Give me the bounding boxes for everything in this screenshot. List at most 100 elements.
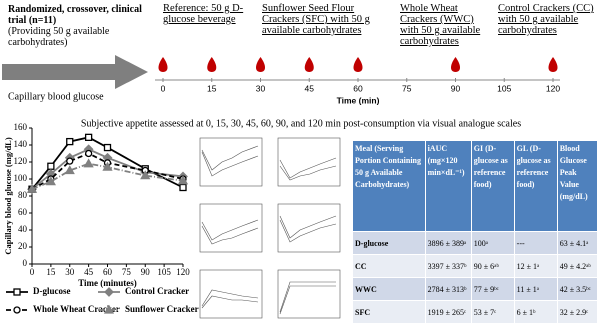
cell: 32 ± 2.9ᶜ — [556, 300, 599, 324]
marker — [103, 143, 112, 152]
marker — [13, 288, 21, 296]
x-tick-label: 105 — [157, 267, 171, 277]
header-cell: iAUC (mg×120 min×dL⁻¹) — [424, 140, 472, 232]
marker — [84, 149, 93, 158]
arrow-label: Capillary blood glucose — [8, 91, 104, 102]
x-tick-label: 45 — [84, 267, 94, 277]
tick-label: 75 — [402, 83, 412, 93]
marker — [103, 304, 115, 314]
marker — [102, 161, 113, 171]
marker — [45, 176, 56, 186]
y-tick-label: 20 — [18, 241, 28, 251]
y-tick-label: 160 — [14, 122, 28, 132]
legend-label: Sunflower Cracker — [125, 304, 199, 314]
blood-drop — [304, 57, 314, 72]
row: WWC 2784 ± 313ᵇ 77 ± 9ᵇᶜ 11 ± 1ᵃ 42 ± 3.5ᵇᶜ — [352, 277, 599, 301]
x-tick-label: 90 — [141, 267, 151, 277]
row: D-glucose 3896 ± 389ᵃ 100ᵃ --- 63 ± 4.1ᵃ — [352, 231, 599, 255]
blood-drop — [353, 57, 363, 72]
marker — [140, 170, 151, 180]
cell: 3896 ± 389ᵃ — [424, 231, 472, 255]
x-tick-label: 30 — [65, 267, 75, 277]
marker — [66, 157, 74, 165]
marker — [13, 306, 21, 314]
y-tick-label: 60 — [18, 207, 28, 217]
cell: 1919 ± 265ᶜ — [424, 300, 472, 324]
header-cell: Meal (Serving Portion Containing 50 g Av… — [352, 140, 426, 232]
timeline-label: Time (min) — [337, 95, 380, 105]
treatment: Sunflower Seed Flour Crackers (SFC) with… — [262, 3, 370, 36]
header-cell: GL (D-glucose as reference food) — [513, 140, 558, 232]
cell: 100ᵃ — [470, 231, 515, 255]
marker — [26, 183, 38, 193]
caption: Subjective appetite assessed at 0, 15, 3… — [81, 118, 521, 129]
legend-label: Control Cracker — [125, 286, 189, 296]
marker — [104, 287, 114, 297]
legend-label: D-glucose — [33, 286, 71, 296]
design-text: Randomized, crossover, clinical trial (n… — [8, 4, 142, 26]
cell: 42 ± 3.5ᵇᶜ — [556, 277, 599, 301]
blood-drop — [207, 57, 217, 72]
tick-label: 60 — [353, 83, 363, 93]
header-cell: Blood Glucose Peak Value (mg/dL) — [556, 140, 599, 232]
tick-label: 45 — [305, 83, 315, 93]
x-tick-label: 0 — [30, 267, 35, 277]
cell: WWC — [352, 277, 426, 301]
cell: 11 ± 1ᵃ — [513, 277, 558, 301]
y-tick-label: 40 — [18, 224, 28, 234]
cell: 77 ± 9ᵇᶜ — [470, 277, 515, 301]
tick-label: 0 — [161, 83, 166, 93]
marker — [177, 175, 189, 185]
tick-label: 90 — [451, 83, 461, 93]
arrow — [2, 55, 148, 89]
cell: --- — [513, 231, 558, 255]
row: CC 3397 ± 337ᵇ 90 ± 6ᵃᵇ 12 ± 1ᵃ 49 ± 4.2ᵃᵇ — [352, 254, 599, 278]
treatment: Reference: 50 g D-glucose beverage — [163, 3, 244, 25]
note: (Providing 50 g available carbohydrates) — [8, 26, 110, 48]
cell: CC — [352, 254, 426, 278]
cell: 6 ± 1ᵇ — [513, 300, 558, 324]
tick-label: 30 — [256, 83, 266, 93]
legend-label: Whole Wheat Cracker — [33, 304, 120, 314]
y-tick-label: 140 — [14, 139, 28, 149]
x-tick-label: 75 — [122, 267, 132, 277]
blood-drop — [256, 57, 265, 72]
tick-label: 15 — [207, 83, 217, 93]
y-tick-label: 100 — [14, 173, 28, 183]
x-tick-label: 60 — [103, 267, 113, 277]
x-axis-label: Time (minutes) — [78, 278, 137, 288]
x-tick-label: 15 — [46, 267, 56, 277]
y-axis-label: Capillary blood glucose (mg/dL) — [3, 137, 13, 255]
cell: 90 ± 6ᵃᵇ — [470, 254, 515, 278]
cell: 53 ± 7ᶜ — [470, 300, 515, 324]
marker — [64, 165, 75, 175]
design: Randomized, crossover, clinical trial (n… — [8, 4, 158, 48]
tick-label: 120 — [546, 83, 560, 93]
cell: 12 ± 1ᵃ — [513, 254, 558, 278]
marker — [66, 137, 74, 146]
row: SFC 1919 ± 265ᶜ 53 ± 7ᶜ 6 ± 1ᵇ 32 ± 2.9ᶜ — [352, 300, 599, 324]
results-table: Meal (Serving Portion Containing 50 g Av… — [352, 140, 599, 324]
blood-drop — [451, 57, 460, 72]
blood-drop — [158, 57, 168, 72]
header-cell: GI (D-glucose as reference food) — [470, 140, 515, 232]
cell: 3397 ± 337ᵇ — [424, 254, 472, 278]
cell: 2784 ± 313ᵇ — [424, 277, 472, 301]
cell: 63 ± 4.1ᵃ — [556, 231, 599, 255]
marker — [47, 162, 55, 170]
treatment: Control Crackers (CC) with 50 g availabl… — [498, 3, 594, 36]
thumbnails — [199, 137, 341, 319]
cell: D-glucose — [352, 231, 426, 255]
cell: SFC — [352, 300, 426, 324]
y-tick-label: 80 — [18, 190, 28, 200]
treatment: Whole Wheat Crackers (WWC) with 50 g ava… — [400, 3, 481, 47]
blood-drop — [548, 57, 558, 72]
marker — [83, 158, 94, 168]
y-tick-label: 0 — [23, 258, 28, 268]
marker — [84, 133, 93, 142]
x-tick-label: 120 — [176, 267, 190, 277]
header-row: Meal (Serving Portion Containing 50 g Av… — [352, 140, 599, 232]
marker — [179, 183, 187, 192]
